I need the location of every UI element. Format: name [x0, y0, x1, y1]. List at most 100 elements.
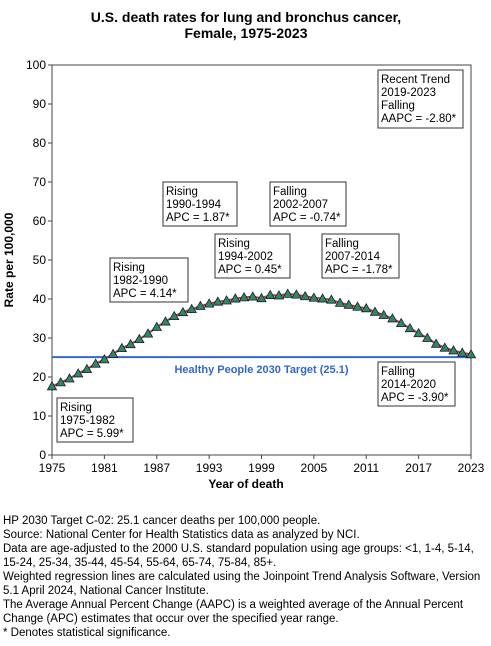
- annotation-border: [377, 361, 456, 407]
- data-marker: [247, 291, 259, 301]
- data-marker: [352, 301, 363, 311]
- data-marker: [291, 289, 302, 299]
- annotation-line: Falling: [273, 186, 307, 198]
- annotation-line: Rising: [166, 186, 198, 198]
- y-tick-label: 0: [39, 448, 46, 462]
- data-marker: [334, 297, 346, 307]
- annotation-line: 1975-1982: [60, 415, 115, 427]
- data-marker: [64, 373, 75, 383]
- footnote: * Denotes statistical significance.: [3, 627, 171, 639]
- data-marker: [151, 321, 163, 331]
- target-label: Healthy People 2030 Target (25.1): [174, 364, 348, 376]
- x-tick-label: 2017: [405, 461, 432, 475]
- annotation-line: APC = 0.45*: [218, 264, 282, 276]
- data-marker: [238, 292, 250, 302]
- data-marker: [308, 292, 320, 302]
- data-marker: [186, 303, 197, 313]
- x-axis: 1975 1981 1987 1993 1999 2005 2011 2017 2023: [39, 455, 485, 475]
- annotation-line: APC = 4.14*: [113, 288, 177, 300]
- data-marker: [125, 338, 136, 349]
- footnote: The Average Annual Percent Change (AAPC)…: [3, 599, 464, 625]
- x-tick-label: 1993: [196, 461, 223, 475]
- annotation-line: APC = 1.87*: [166, 212, 230, 224]
- annotation-line: Recent Trend: [381, 74, 450, 86]
- chart-title-line1: U.S. death rates for lung and bronchus c…: [91, 9, 401, 25]
- y-tick-label: 70: [33, 175, 47, 189]
- annotation-border: [162, 181, 238, 227]
- data-marker: [134, 333, 145, 344]
- data-marker: [203, 298, 215, 308]
- chart-title-line2: Female, 1975-2023: [185, 25, 308, 41]
- footnote: HP 2030 Target C-02: 25.1 cancer deaths …: [3, 515, 321, 527]
- y-tick-label: 90: [33, 97, 47, 111]
- annotation-line: Falling: [325, 238, 359, 250]
- data-marker: [195, 300, 206, 310]
- annotation-line: Rising: [218, 238, 250, 250]
- data-marker: [90, 358, 101, 368]
- data-marker: [230, 293, 241, 303]
- annotation-line: Rising: [113, 262, 145, 274]
- data-marker: [273, 290, 285, 300]
- x-tick-label: 2023: [458, 461, 485, 475]
- annotation-border: [321, 233, 400, 279]
- data-marker: [168, 310, 180, 321]
- annotation-line: APC = -1.78*: [325, 264, 393, 276]
- data-marker: [395, 317, 407, 328]
- data-marker: [326, 294, 337, 304]
- annotation-line: Rising: [60, 402, 92, 414]
- y-tick-label: 60: [33, 214, 47, 228]
- data-marker: [465, 348, 477, 359]
- annotation-line: Falling: [381, 366, 415, 378]
- x-tick-label: 1981: [91, 461, 118, 475]
- data-marker: [72, 368, 84, 378]
- annotation-line: APC = 5.99*: [60, 428, 124, 440]
- annotation-line: Falling: [381, 100, 415, 112]
- footnote: Source: National Center for Health Stati…: [3, 529, 360, 541]
- data-marker: [177, 306, 189, 317]
- annotation-border: [109, 257, 189, 303]
- footnote: Weighted regression lines are calculated…: [3, 571, 481, 597]
- data-marker: [116, 342, 128, 352]
- chart: U.S. death rates for lung and bronchus c…: [2, 9, 485, 491]
- annotation-line: 2002-2007: [273, 199, 328, 211]
- y-tick-label: 20: [33, 370, 47, 384]
- data-marker: [221, 295, 232, 305]
- annotation-line: APC = -0.74*: [273, 212, 341, 224]
- annotation-line: 1990-1994: [166, 199, 222, 211]
- y-tick-label: 30: [33, 331, 47, 345]
- y-tick-label: 100: [26, 58, 46, 72]
- data-marker: [317, 293, 328, 303]
- x-axis-title: Year of death: [208, 477, 283, 491]
- data-marker: [55, 377, 67, 387]
- data-marker: [299, 290, 311, 301]
- y-axis: 0 10 20 30 40 50 60 70 80 90 100: [26, 58, 52, 462]
- x-tick-label: 1975: [39, 461, 66, 475]
- data-marker: [107, 348, 119, 358]
- data-marker: [404, 322, 416, 333]
- data-marker: [264, 289, 276, 299]
- y-tick-label: 50: [33, 253, 47, 267]
- footnotes: HP 2030 Target C-02: 25.1 cancer deaths …: [3, 514, 489, 640]
- data-marker: [212, 296, 224, 306]
- data-marker: [99, 354, 110, 364]
- annotation-border: [269, 181, 347, 227]
- data-marker: [456, 347, 468, 357]
- y-tick-label: 80: [33, 136, 47, 150]
- data-marker: [160, 316, 171, 326]
- data-marker: [81, 363, 93, 374]
- data-marker: [46, 380, 58, 391]
- data-marker: [378, 309, 389, 319]
- annotation-line: 2007-2014: [325, 251, 381, 263]
- data-markers: [46, 288, 477, 391]
- annotation-line: 1982-1990: [113, 275, 168, 287]
- target-layer: Healthy People 2030 Target (25.1): [52, 356, 471, 376]
- data-marker: [430, 338, 442, 348]
- annotation-line: 2014-2020: [381, 379, 436, 391]
